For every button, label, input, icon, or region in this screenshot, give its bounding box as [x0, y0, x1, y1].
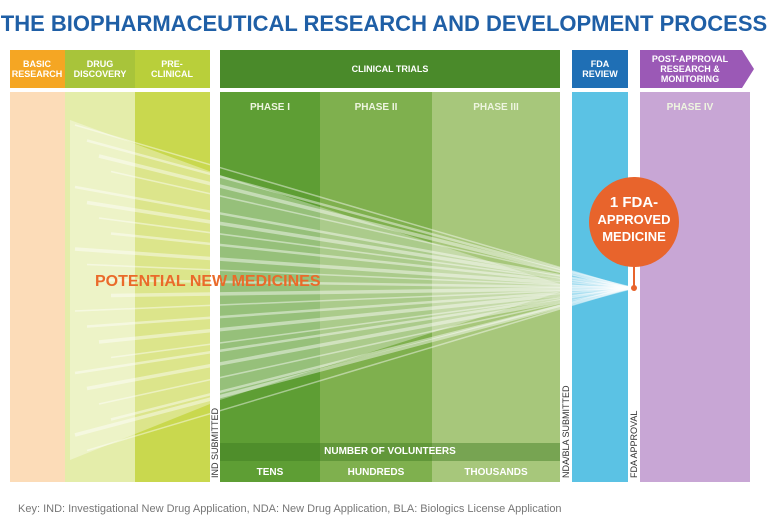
volunteer-level: HUNDREDS — [348, 467, 405, 478]
key: Key: IND: Investigational New Drug Appli… — [18, 503, 562, 515]
result-text: MEDICINE — [602, 229, 666, 244]
stage-label: DRUG — [87, 59, 114, 69]
funnel-streak — [86, 263, 631, 289]
preclinical-header — [135, 50, 210, 88]
funnel-streak — [110, 286, 631, 421]
funnel-streak — [110, 287, 631, 359]
phase-label: PHASE III — [473, 102, 519, 113]
funnel-streak — [74, 124, 631, 289]
funnel-streak — [86, 286, 631, 391]
funnel-streak — [74, 286, 631, 437]
stage-label: PRE- — [161, 59, 183, 69]
result-text: APPROVED — [598, 212, 671, 227]
basic-body — [10, 92, 65, 482]
funnel-streak — [98, 154, 631, 290]
funnel-streak — [110, 170, 631, 289]
title: THE BIOPHARMACEUTICAL RESEARCH AND DEVEL… — [1, 11, 767, 36]
stage-label: CLINICAL TRIALS — [352, 64, 429, 74]
discovery-body — [65, 92, 135, 482]
funnel-label: POTENTIAL NEW MEDICINES — [95, 273, 321, 290]
volunteers-band — [220, 443, 560, 461]
volunteer-level: TENS — [257, 467, 284, 478]
funnel-streak — [110, 232, 631, 290]
funnel-streak — [74, 286, 631, 375]
phase-label: PHASE IV — [667, 102, 714, 113]
funnel-streak — [86, 139, 631, 290]
funnel-streak — [110, 286, 631, 298]
result-text: 1 FDA- — [610, 194, 658, 211]
stage-label: REVIEW — [582, 69, 618, 79]
stage-label: CLINICAL — [151, 69, 193, 79]
phase-label: PHASE II — [355, 102, 398, 113]
milestone-label: FDA APPROVAL — [629, 411, 639, 478]
discovery-header — [65, 50, 135, 88]
phase3-body — [432, 92, 560, 482]
milestone-label: IND SUBMITTED — [210, 407, 220, 478]
badge-dot — [631, 285, 637, 291]
funnel-streak — [98, 287, 631, 405]
review-header — [572, 50, 628, 88]
funnel-streak — [74, 185, 631, 290]
funnel-streak — [86, 200, 631, 290]
phase2-body — [320, 92, 432, 482]
phase1-body — [220, 92, 320, 482]
clinical-header — [220, 50, 560, 88]
funnel-streak — [74, 247, 631, 290]
stage-label: BASIC — [23, 59, 52, 69]
stage-label: RESEARCH — [12, 69, 63, 79]
funnel-streak — [86, 286, 631, 328]
result-badge — [589, 177, 679, 267]
funnel — [70, 120, 631, 460]
stage-label: FDA — [591, 59, 610, 69]
stage-label: DISCOVERY — [74, 69, 127, 79]
stage-label: MONITORING — [661, 74, 719, 84]
preclinical-body — [135, 92, 210, 482]
phase4-body — [640, 92, 750, 482]
funnel-streak — [74, 287, 631, 312]
milestone-label: NDA/BLA SUBMITTED — [561, 385, 571, 478]
stage-label: POST-APPROVAL — [652, 54, 729, 64]
funnel-streak — [98, 278, 631, 290]
volunteer-level: THOUSANDS — [464, 467, 528, 478]
volunteers-title: NUMBER OF VOLUNTEERS — [324, 446, 456, 457]
basic-header — [10, 50, 65, 88]
post-header — [640, 50, 754, 88]
funnel-streak — [98, 286, 631, 344]
funnel-streak — [86, 287, 631, 452]
stage-label: RESEARCH & — [660, 64, 720, 74]
review-body — [572, 92, 628, 482]
phase-label: PHASE I — [250, 102, 290, 113]
funnel-streak — [98, 217, 631, 289]
